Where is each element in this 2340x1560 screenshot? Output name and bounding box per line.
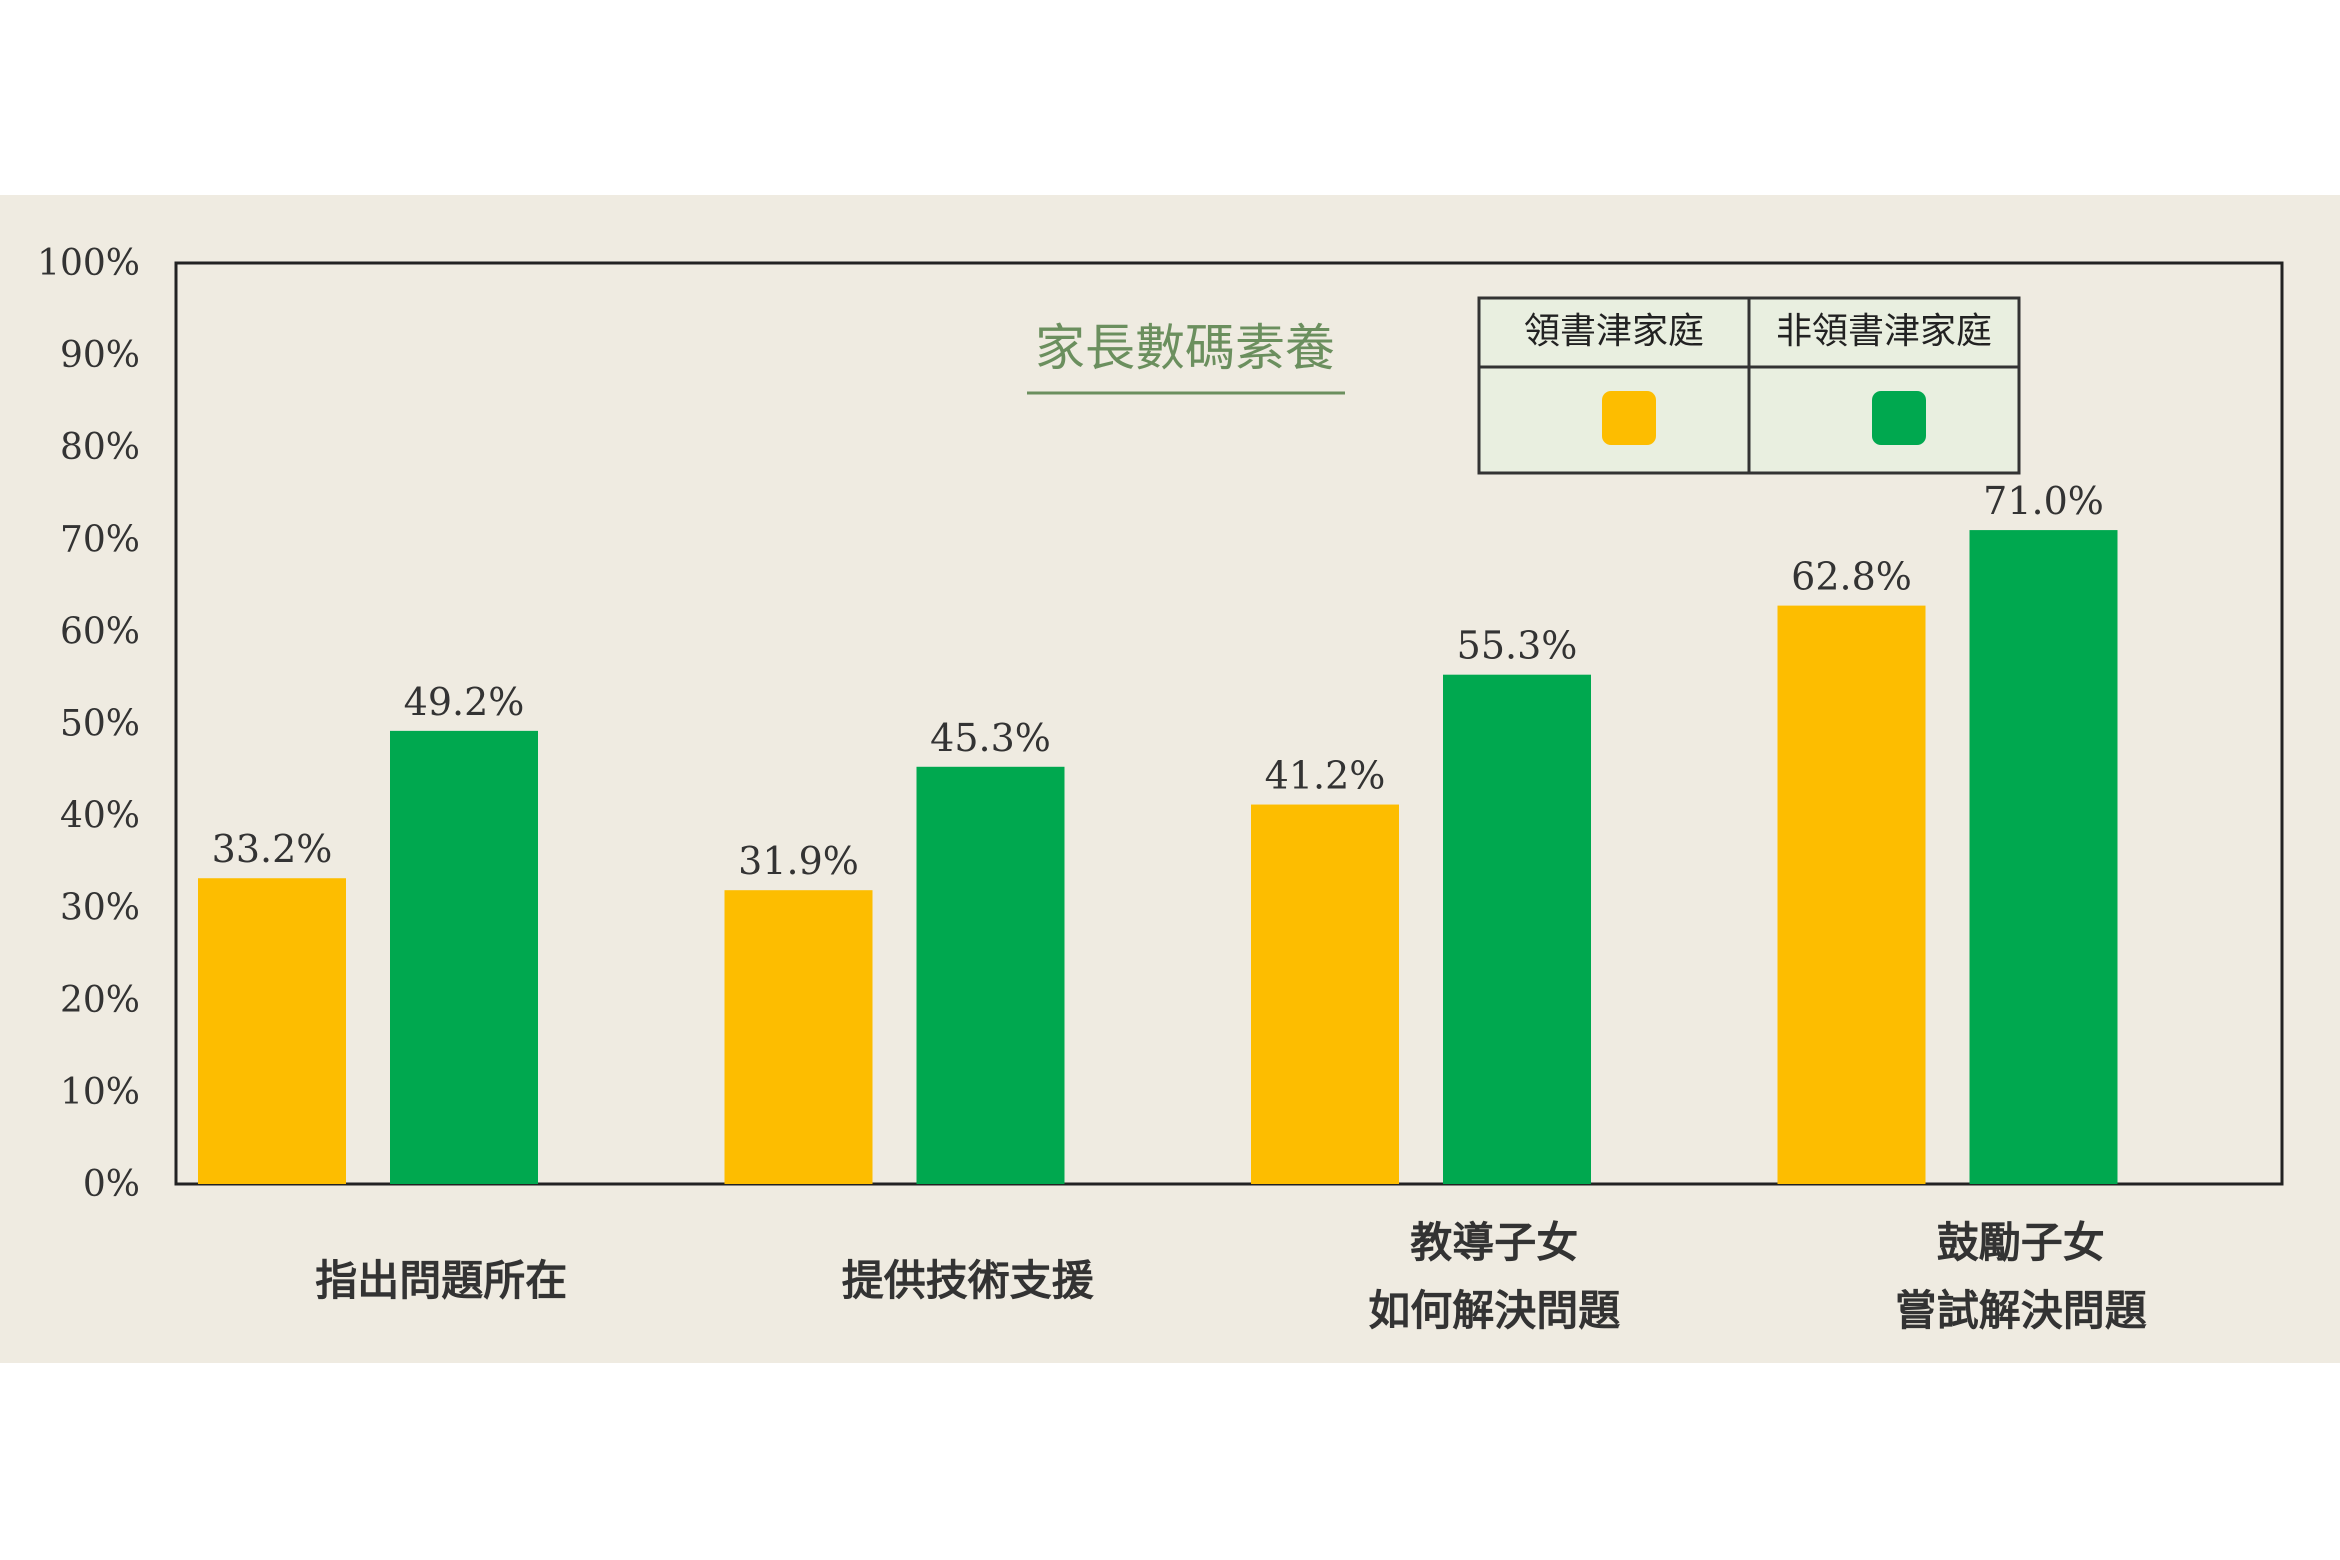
bar (1969, 530, 2118, 1184)
value-label: 49.2% (404, 680, 525, 724)
legend-label-series-1: 領書津家庭 (1524, 311, 1704, 352)
y-tick-label: 50% (60, 704, 140, 745)
value-label: 45.3% (930, 716, 1051, 760)
category-label: 指出問題所在 (315, 1256, 567, 1305)
category-label: 教導子女 (1410, 1218, 1578, 1267)
y-tick-label: 90% (60, 335, 140, 376)
category-label: 嘗試解決問題 (1895, 1286, 2147, 1335)
y-tick-label: 0% (83, 1164, 140, 1205)
bar (1777, 605, 1926, 1184)
category-label: 提供技術支援 (842, 1256, 1095, 1305)
y-tick-label: 70% (60, 519, 140, 560)
legend-label-series-2: 非領書津家庭 (1776, 311, 1992, 352)
chart-title-group: 家長數碼素養 (1027, 319, 1345, 395)
bar (1443, 674, 1591, 1184)
value-labels: 33.2% 31.9% 41.2% 62.8% 49.2% 45.3% 55.3% 71.0% (212, 479, 2104, 883)
y-tick-label: 40% (60, 796, 140, 837)
chart-panel: 0% 10% 20% 30% 40% 50% 60% 70% 80% 90% 100% 33.2% 3… (0, 195, 2340, 1363)
category-label: 如何解決問題 (1368, 1286, 1620, 1335)
value-label: 62.8% (1791, 555, 1912, 599)
value-label: 71.0% (1983, 479, 2104, 523)
category-label: 鼓勵子女 (1937, 1218, 2105, 1267)
bar (1251, 804, 1399, 1184)
bar-chart: 0%10%20%30%40%50%60%70%80%90%100% 33.2% 3… (37, 243, 2284, 1335)
y-tick-label: 30% (60, 888, 140, 929)
bar (198, 878, 346, 1184)
chart-title: 家長數碼素養 (1035, 319, 1335, 377)
bar (390, 730, 538, 1184)
plot-area-frame (174, 261, 2284, 1186)
y-tick-label: 100% (37, 243, 140, 284)
y-tick-label: 60% (60, 611, 140, 652)
value-label: 33.2% (212, 827, 333, 871)
legend-swatch-series-2 (1872, 391, 1926, 445)
y-tick-label: 10% (60, 1072, 140, 1113)
y-tick-label: 20% (60, 980, 140, 1021)
legend-swatch-series-1 (1602, 391, 1656, 445)
value-label: 55.3% (1457, 624, 1578, 668)
legend: 領書津家庭 非領書津家庭 (1477, 296, 2021, 475)
y-axis-tick-labels: 0% 10% 20% 30% 40% 50% 60% 70% 80% 90% 100% (37, 243, 140, 1205)
bar (916, 766, 1065, 1184)
bars (198, 530, 2118, 1184)
y-tick-label: 80% (60, 427, 140, 468)
bar (724, 890, 873, 1184)
value-label: 31.9% (738, 839, 859, 883)
value-label: 41.2% (1265, 754, 1386, 798)
